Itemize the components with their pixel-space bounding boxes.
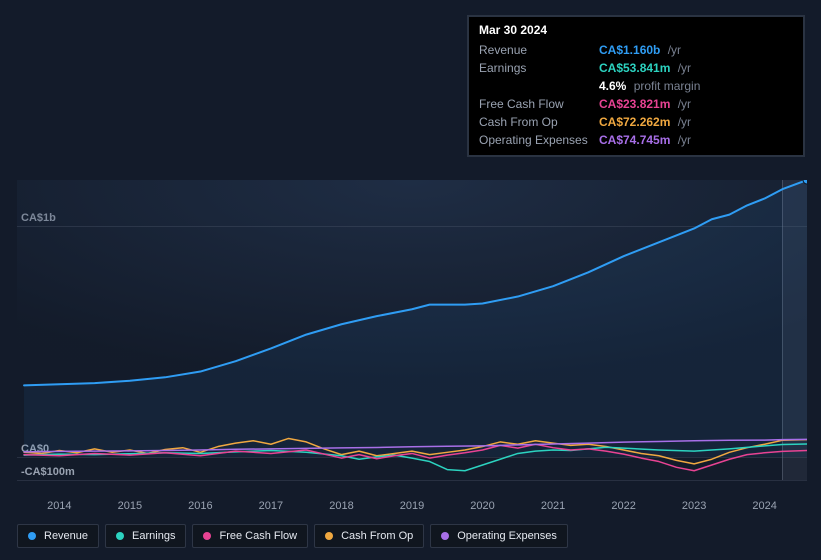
x-axis-label: 2014 [47,500,71,512]
tooltip-metric-label [479,79,599,93]
legend-label: Operating Expenses [457,530,557,542]
legend-label: Earnings [132,530,175,542]
legend-dot-icon [441,532,449,540]
legend-item-free-cash-flow[interactable]: Free Cash Flow [192,524,308,548]
financial-chart: CA$1bCA$0-CA$100m 2014201520162017201820… [17,160,807,520]
legend-label: Free Cash Flow [219,530,297,542]
tooltip-row: RevenueCA$1.160b /yr [479,41,793,59]
data-tooltip: Mar 30 2024 RevenueCA$1.160b /yrEarnings… [467,15,805,157]
tooltip-metric-value: CA$1.160b [599,43,660,57]
tooltip-date: Mar 30 2024 [479,23,793,37]
tooltip-metric-value: CA$23.821m [599,97,670,111]
legend-label: Cash From Op [341,530,413,542]
series-fill-revenue [24,180,807,457]
tooltip-metric-value: CA$53.841m [599,61,670,75]
legend-item-operating-expenses[interactable]: Operating Expenses [430,524,568,548]
gridline [17,480,807,481]
tooltip-metric-label: Earnings [479,61,599,75]
tooltip-row: Operating ExpensesCA$74.745m /yr [479,131,793,149]
tooltip-metric-unit: /yr [674,115,691,129]
tooltip-metric-unit: /yr [674,133,691,147]
tooltip-metric-value: CA$74.745m [599,133,670,147]
tooltip-metric-value: CA$72.262m [599,115,670,129]
chart-lines-svg [17,180,807,480]
plot-area[interactable]: 2014201520162017201820192020202120222023… [17,180,807,480]
chart-legend: Revenue Earnings Free Cash Flow Cash From O… [17,524,568,548]
tooltip-metric-unit: /yr [664,43,681,57]
legend-dot-icon [203,532,211,540]
tooltip-metric-label: Free Cash Flow [479,97,599,111]
x-axis-label: 2020 [470,500,494,512]
x-axis-label: 2021 [541,500,565,512]
legend-dot-icon [325,532,333,540]
x-axis-label: 2024 [752,500,776,512]
tooltip-metric-label: Operating Expenses [479,133,599,147]
tooltip-row: EarningsCA$53.841m /yr [479,59,793,77]
x-axis-label: 2016 [188,500,212,512]
tooltip-metric-value: 4.6% [599,79,626,93]
legend-item-earnings[interactable]: Earnings [105,524,186,548]
x-axis-label: 2019 [400,500,424,512]
tooltip-row: Free Cash FlowCA$23.821m /yr [479,95,793,113]
tooltip-metric-label: Cash From Op [479,115,599,129]
legend-item-cash-from-op[interactable]: Cash From Op [314,524,424,548]
x-axis-label: 2023 [682,500,706,512]
tooltip-metric-unit: /yr [674,61,691,75]
tooltip-metric-label: Revenue [479,43,599,57]
x-axis-label: 2015 [118,500,142,512]
legend-label: Revenue [44,530,88,542]
tooltip-metric-unit: profit margin [630,79,700,93]
tooltip-metric-unit: /yr [674,97,691,111]
legend-item-revenue[interactable]: Revenue [17,524,99,548]
legend-dot-icon [116,532,124,540]
x-axis-label: 2018 [329,500,353,512]
x-axis-label: 2022 [611,500,635,512]
tooltip-row: Cash From OpCA$72.262m /yr [479,113,793,131]
legend-dot-icon [28,532,36,540]
tooltip-row: 4.6% profit margin [479,77,793,95]
x-axis-label: 2017 [259,500,283,512]
